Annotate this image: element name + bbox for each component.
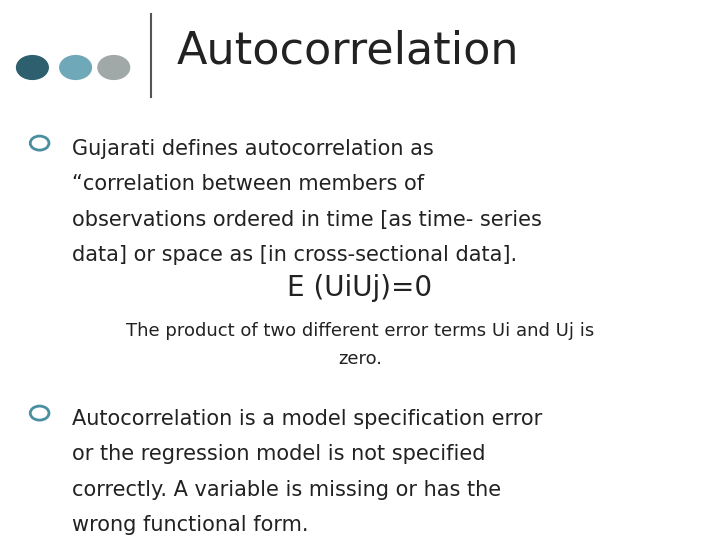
- Text: Autocorrelation is a model specification error: Autocorrelation is a model specification…: [72, 409, 542, 429]
- Text: Gujarati defines autocorrelation as: Gujarati defines autocorrelation as: [72, 139, 433, 159]
- Circle shape: [98, 56, 130, 79]
- Text: “correlation between members of: “correlation between members of: [72, 174, 424, 194]
- Text: or the regression model is not specified: or the regression model is not specified: [72, 444, 485, 464]
- Text: data] or space as [in cross-sectional data].: data] or space as [in cross-sectional da…: [72, 245, 517, 265]
- Text: correctly. A variable is missing or has the: correctly. A variable is missing or has …: [72, 480, 501, 500]
- Circle shape: [17, 56, 48, 79]
- Text: wrong functional form.: wrong functional form.: [72, 515, 308, 535]
- Text: Autocorrelation: Autocorrelation: [176, 30, 519, 73]
- Text: The product of two different error terms Ui and Uj is: The product of two different error terms…: [126, 322, 594, 340]
- Circle shape: [60, 56, 91, 79]
- Text: observations ordered in time [as time- series: observations ordered in time [as time- s…: [72, 210, 542, 230]
- Text: E (UiUj)=0: E (UiUj)=0: [287, 274, 433, 302]
- Text: zero.: zero.: [338, 350, 382, 368]
